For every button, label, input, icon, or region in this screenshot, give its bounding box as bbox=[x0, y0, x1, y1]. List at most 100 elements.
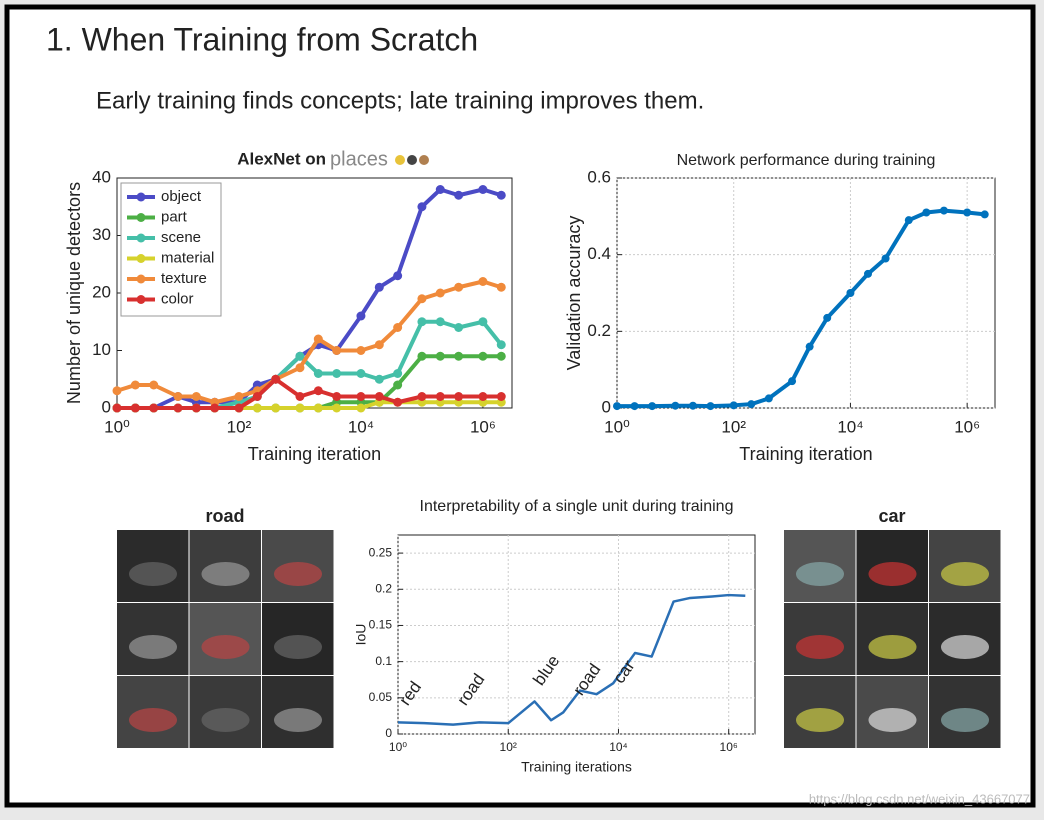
data-point bbox=[252, 392, 262, 401]
data-point bbox=[374, 374, 384, 384]
data-point bbox=[374, 392, 384, 401]
data-point bbox=[332, 369, 342, 378]
data-point bbox=[454, 351, 464, 361]
data-point bbox=[648, 402, 657, 411]
data-point bbox=[435, 185, 445, 194]
data-point bbox=[688, 401, 697, 410]
data-point bbox=[454, 392, 464, 401]
legend-label: scene bbox=[161, 229, 201, 246]
data-point bbox=[435, 351, 445, 361]
data-point bbox=[496, 282, 506, 292]
data-point bbox=[393, 323, 403, 332]
data-point bbox=[630, 402, 639, 411]
data-point bbox=[417, 317, 427, 327]
data-point bbox=[496, 340, 506, 350]
data-point bbox=[435, 288, 445, 298]
image-grids bbox=[117, 530, 1001, 748]
x-tick-label: 10² bbox=[227, 417, 252, 436]
series-line bbox=[397, 593, 746, 726]
data-point bbox=[881, 254, 890, 263]
tile-object bbox=[941, 635, 989, 659]
data-point bbox=[374, 282, 384, 292]
data-point bbox=[963, 208, 972, 217]
y-tick-label: 0.2 bbox=[375, 581, 392, 595]
tile-object bbox=[274, 635, 322, 659]
data-point bbox=[356, 369, 366, 378]
y-tick-label: 0.1 bbox=[375, 654, 392, 668]
data-point bbox=[846, 289, 855, 297]
tile-object bbox=[129, 562, 177, 586]
data-point bbox=[478, 185, 488, 194]
tile-object bbox=[796, 635, 844, 659]
data-point bbox=[191, 403, 201, 413]
data-point bbox=[904, 216, 913, 225]
data-point bbox=[356, 403, 366, 413]
data-point bbox=[864, 269, 873, 278]
data-point bbox=[393, 369, 403, 378]
data-point bbox=[130, 380, 140, 390]
data-point bbox=[356, 311, 366, 321]
data-point bbox=[747, 400, 756, 409]
data-point bbox=[234, 392, 244, 401]
panel-label: car bbox=[878, 506, 905, 526]
y-tick-label: 0.4 bbox=[587, 244, 611, 263]
y-tick-label: 0.05 bbox=[369, 690, 393, 704]
data-point bbox=[374, 340, 384, 350]
data-point bbox=[417, 351, 427, 361]
data-point bbox=[173, 403, 183, 413]
x-tick-label: 10⁴ bbox=[348, 417, 374, 436]
x-tick-label: 10⁶ bbox=[470, 417, 496, 436]
data-point bbox=[788, 377, 797, 386]
legend-label: object bbox=[161, 188, 202, 205]
x-tick-label: 10⁴ bbox=[837, 417, 863, 436]
data-point bbox=[454, 190, 464, 200]
legend-label: color bbox=[161, 290, 194, 307]
tile-object bbox=[796, 562, 844, 586]
data-point bbox=[252, 403, 262, 413]
tile-object bbox=[201, 708, 250, 732]
legend-marker bbox=[136, 295, 146, 304]
data-point bbox=[295, 351, 305, 361]
logo-dot bbox=[407, 155, 417, 165]
tile-object bbox=[274, 562, 322, 586]
watermark: https://blog.csdn.net/weixin_43667077 bbox=[809, 791, 1030, 806]
y-tick-label: 0 bbox=[385, 726, 392, 740]
chart-title: AlexNet on bbox=[237, 149, 326, 168]
legend-marker bbox=[136, 274, 146, 284]
tile-object bbox=[796, 708, 844, 732]
data-point bbox=[939, 206, 948, 215]
y-tick-label: 0.25 bbox=[369, 545, 393, 559]
data-point bbox=[295, 392, 305, 401]
data-point bbox=[613, 402, 621, 411]
data-point bbox=[295, 403, 305, 413]
plot-area bbox=[397, 534, 756, 735]
x-tick-label: 10⁴ bbox=[609, 740, 628, 754]
y-tick-label: 0 bbox=[602, 397, 611, 416]
legend-marker bbox=[136, 233, 146, 243]
data-point bbox=[149, 403, 159, 413]
x-axis-label: Training iteration bbox=[739, 444, 872, 464]
data-point bbox=[112, 403, 122, 413]
data-point bbox=[356, 392, 366, 401]
x-tick-label: 10⁶ bbox=[720, 740, 738, 754]
x-tick-label: 10⁰ bbox=[604, 417, 630, 436]
data-point bbox=[210, 403, 220, 413]
x-tick-label: 10⁰ bbox=[389, 740, 407, 754]
data-point bbox=[454, 323, 464, 332]
data-point bbox=[435, 317, 445, 327]
x-tick-label: 10⁶ bbox=[954, 417, 980, 436]
tile-object bbox=[274, 708, 322, 732]
data-point bbox=[332, 346, 342, 355]
y-tick-label: 0.6 bbox=[587, 167, 611, 186]
legend-label: part bbox=[161, 208, 188, 225]
x-tick-label: 10⁰ bbox=[104, 417, 130, 436]
data-point bbox=[112, 386, 122, 396]
y-tick-label: 40 bbox=[92, 167, 111, 186]
data-point bbox=[706, 402, 715, 411]
data-point bbox=[729, 401, 738, 410]
tile-object bbox=[868, 708, 917, 732]
data-point bbox=[478, 351, 488, 361]
tile-object bbox=[868, 635, 917, 659]
y-axis-label: Validation accuracy bbox=[564, 216, 584, 371]
